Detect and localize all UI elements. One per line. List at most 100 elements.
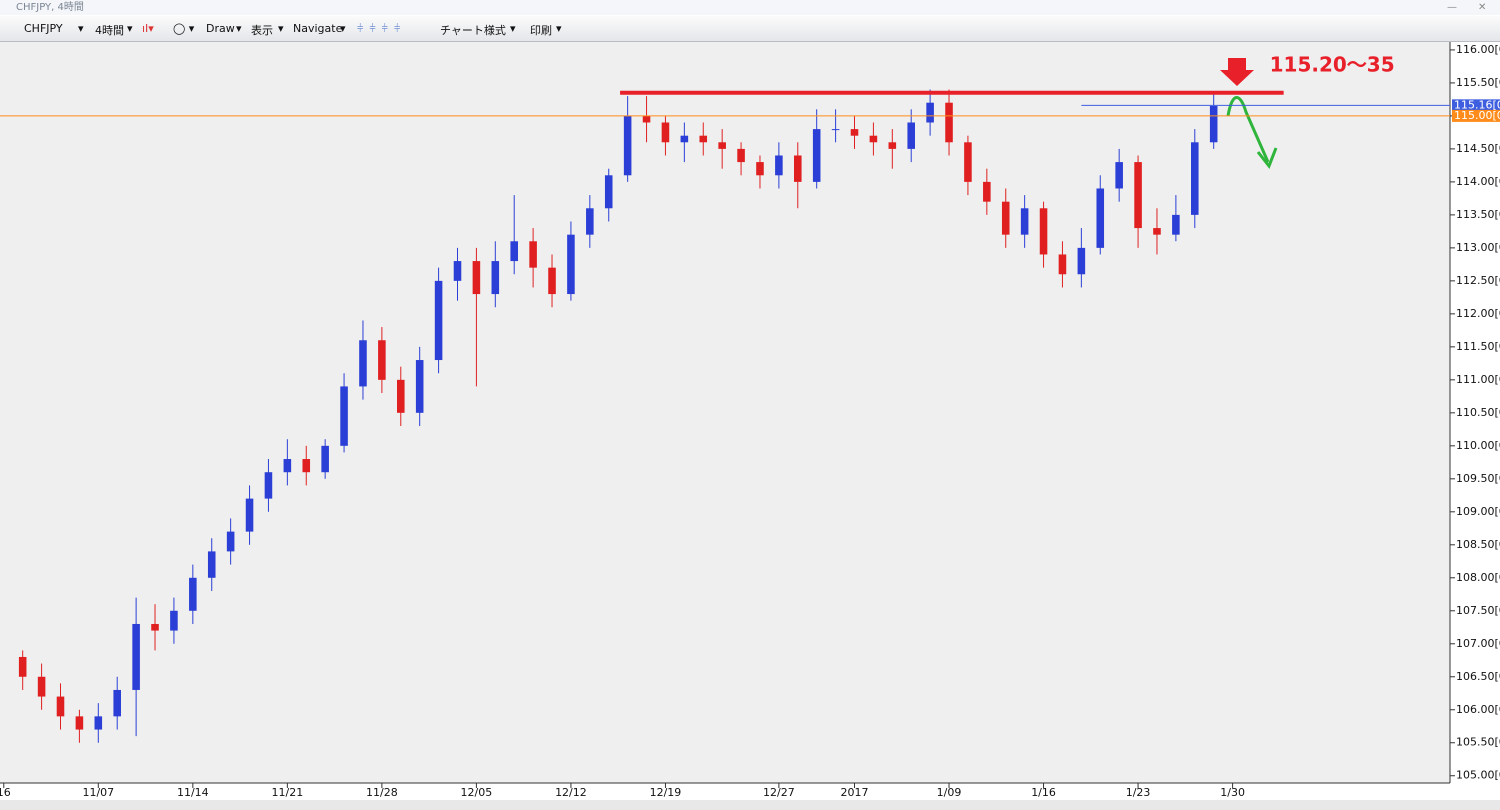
candle-body (132, 623, 140, 690)
candle-body (680, 135, 689, 143)
candle-body (37, 676, 46, 697)
x-tick-label: 11/28 (366, 786, 398, 799)
dropdown-arrow[interactable]: ▾ (340, 22, 346, 35)
print-menu[interactable]: 印刷 (530, 24, 552, 37)
y-tick-label: 105.00[0 (1456, 769, 1500, 782)
price-label-box (1452, 109, 1500, 122)
candle-body (472, 261, 481, 295)
y-tick-label: 108.50[0 (1456, 538, 1500, 551)
shape-button[interactable]: ◯ ▾ (173, 22, 195, 35)
candle-body (604, 175, 613, 209)
close[interactable]: ✕ (1478, 2, 1487, 13)
candle-body (18, 656, 27, 677)
dropdown-arrow[interactable]: ▾ (127, 22, 133, 35)
x-tick-label: 1/30 (1220, 786, 1245, 799)
candle-body (831, 129, 840, 131)
candle-body (151, 623, 159, 631)
toolbar: CHFJPY ▾ 4時間 ▾ ıI▾ ◯ ▾ Draw ▾ 表示 ▾ Navig… (0, 16, 1500, 42)
candle-body (529, 241, 537, 268)
y-tick-label: 112.00[0 (1456, 307, 1500, 320)
candle-body (1153, 228, 1161, 235)
y-tick-label: 108.00[0 (1456, 571, 1500, 584)
candle-body (926, 102, 934, 123)
candle-body (1058, 254, 1067, 275)
x-tick-label: 12/12 (555, 786, 587, 799)
candle-body (378, 340, 386, 380)
x-tick-label: 12/05 (461, 786, 493, 799)
x-tick-label: 11/21 (272, 786, 304, 799)
dropdown-arrow[interactable]: ▾ (510, 22, 516, 35)
candle-body (415, 360, 424, 413)
plot-background (0, 42, 1450, 783)
x-tick-label: 11/07 (82, 786, 114, 799)
y-tick-label: 106.50[0 (1456, 670, 1500, 683)
candle-body (623, 115, 632, 176)
candle-body (983, 181, 991, 202)
x-tick-label: 1/16 (1031, 786, 1056, 799)
candle-body (453, 261, 462, 281)
candle-body (642, 115, 651, 123)
dropdown-arrow[interactable]: ▾ (236, 22, 242, 35)
candle-body (207, 551, 216, 578)
chart-type-button[interactable]: ıI▾ (142, 22, 154, 35)
view-menu[interactable]: 表示 (251, 24, 273, 37)
candle-body (1191, 142, 1199, 215)
candle-body (850, 129, 859, 136)
candle-body (321, 445, 329, 473)
minimize[interactable]: — (1447, 2, 1457, 13)
candle-body (586, 208, 594, 235)
candle-body (340, 386, 348, 446)
timeframe-select[interactable]: 4時間 (95, 24, 124, 37)
zoom-buttons[interactable]: ⫩⫩⫩⫩ (357, 22, 407, 35)
candle-body (888, 142, 897, 149)
candle-body (1134, 162, 1142, 229)
draw-menu[interactable]: Draw (206, 22, 235, 35)
candle-body (1001, 201, 1010, 235)
y-tick-label: 111.50[0 (1456, 340, 1500, 353)
candle-body (283, 459, 292, 473)
candle-body (1039, 208, 1048, 255)
candle-body (737, 148, 745, 163)
y-tick-label: 111.00[0 (1456, 373, 1500, 386)
candle-body (812, 129, 821, 182)
candle-body (567, 234, 575, 295)
candle-body (1172, 214, 1180, 235)
x-tick-label: 12/19 (650, 786, 682, 799)
candle-body (756, 162, 764, 176)
candle-body (359, 340, 367, 387)
x-tick-label: 11/14 (177, 786, 209, 799)
x-tick-label: 16 (0, 786, 11, 799)
chart-style-menu[interactable]: チャート様式 (440, 24, 506, 37)
y-tick-label: 109.00[0 (1456, 505, 1500, 518)
candle-body (94, 716, 103, 730)
y-tick-label: 110.50[0 (1456, 406, 1500, 419)
x-tick-label: 12/27 (763, 786, 795, 799)
candle-body (718, 142, 726, 149)
y-tick-label: 113.50[0 (1456, 208, 1500, 221)
navigate-menu[interactable]: Navigate (293, 22, 343, 35)
candle-body (548, 267, 556, 295)
y-tick-label: 115.50[0 (1456, 76, 1500, 89)
candle-body (302, 459, 311, 473)
dropdown-arrow[interactable]: ▾ (556, 22, 562, 35)
candle-body (1209, 106, 1218, 143)
forecast-arrow-head (1256, 147, 1278, 169)
y-tick-label: 105.50[0 (1456, 736, 1500, 749)
candle-body (869, 135, 878, 143)
symbol-select[interactable]: CHFJPY (24, 22, 63, 35)
candle-body (1096, 188, 1105, 248)
price-label-box (1452, 99, 1500, 112)
candle-body (56, 696, 65, 717)
candle-body (189, 577, 197, 611)
x-tick-label: 1/23 (1126, 786, 1151, 799)
down-arrow-icon (1220, 58, 1254, 86)
scroll-bar[interactable] (0, 800, 1500, 810)
dropdown-arrow[interactable]: ▾ (278, 22, 284, 35)
y-tick-label: 106.00[0 (1456, 703, 1500, 716)
y-tick-label: 114.00[0 (1456, 175, 1500, 188)
candle-body (226, 531, 235, 552)
dropdown-arrow[interactable]: ▾ (78, 22, 84, 35)
forecast-arrow (1226, 96, 1270, 163)
candle-body (245, 498, 254, 532)
